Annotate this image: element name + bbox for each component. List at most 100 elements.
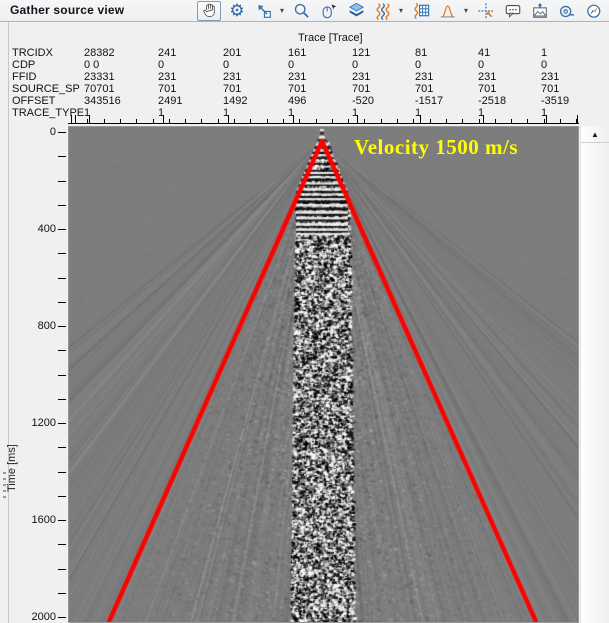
header-cell: -1517	[415, 95, 444, 107]
left-panel-strip	[0, 22, 9, 623]
header-cell: 231	[158, 71, 177, 83]
trace-minor-tick	[120, 119, 121, 123]
trace-table-icon	[412, 1, 431, 20]
header-cell: 231	[541, 71, 560, 83]
time-tick	[58, 520, 66, 521]
zoom-button[interactable]	[291, 1, 313, 21]
trace-table-button[interactable]	[410, 1, 432, 21]
trace-axis-line	[68, 123, 579, 124]
scroll-up-arrow-icon: ▲	[591, 129, 599, 139]
header-cell: 201	[223, 47, 242, 59]
seismic-viewport[interactable]	[69, 127, 578, 622]
vertical-scrollbar[interactable]: ▲	[580, 126, 609, 623]
trace-minor-tick	[576, 119, 577, 123]
time-tick	[58, 229, 66, 230]
time-tick	[58, 472, 66, 473]
time-axis-label: Time [ms]	[6, 444, 18, 492]
header-cell: 0	[352, 59, 359, 71]
spectrum-dropdown[interactable]: ▾	[463, 6, 468, 15]
fit-view-icon	[255, 2, 273, 20]
wiggle-display-dropdown[interactable]: ▾	[398, 6, 403, 15]
time-tick	[58, 399, 66, 400]
trace-minor-tick	[348, 119, 349, 123]
header-cell: 701	[288, 83, 307, 95]
header-cell: 1	[541, 107, 548, 119]
header-cell: 701	[158, 83, 177, 95]
header-cell: 1492	[223, 95, 248, 107]
header-cell: 231	[352, 71, 371, 83]
header-cell: 0	[478, 59, 485, 71]
settings-button[interactable]: ⚙	[226, 1, 248, 21]
pick-crosshair-icon	[477, 2, 495, 20]
trace-minor-tick	[283, 119, 284, 123]
trace-axis-title: Trace [Trace]	[298, 32, 363, 44]
header-cell: -520	[352, 95, 375, 107]
trace-minor-tick	[136, 119, 137, 123]
header-cell: 1	[415, 107, 422, 119]
comment-button[interactable]	[502, 1, 524, 21]
zoom-icon	[293, 2, 311, 20]
time-tick	[58, 544, 66, 545]
header-cell: -3519	[541, 95, 570, 107]
header-cell: 0	[158, 59, 165, 71]
export-image-icon	[531, 2, 549, 20]
layers-button[interactable]	[345, 1, 367, 21]
trace-minor-tick	[316, 119, 317, 123]
hand-pan-button[interactable]	[197, 0, 221, 21]
wiggle-display-button[interactable]	[372, 1, 394, 21]
header-cell: 231	[288, 71, 307, 83]
time-tick	[58, 302, 66, 303]
trace-minor-tick	[527, 119, 528, 123]
export-image-button[interactable]	[529, 1, 551, 21]
trace-minor-tick	[381, 119, 382, 123]
header-cell: 23331	[84, 71, 115, 83]
scroll-up-button[interactable]: ▲	[581, 126, 609, 143]
time-tick	[58, 447, 66, 448]
mouse-pointer-button[interactable]	[318, 1, 340, 21]
header-cell: 0	[223, 59, 230, 71]
header-row-label: TRCIDX	[12, 47, 53, 59]
header-cell: 701	[352, 83, 371, 95]
header-row-label: TRACE_TYPE	[12, 107, 85, 119]
header-cell: 1	[84, 107, 91, 119]
header-cell: 0	[541, 59, 548, 71]
header-cell: 496	[288, 95, 307, 107]
header-cell: 231	[478, 71, 497, 83]
trace-minor-tick	[104, 119, 105, 123]
header-cell: 231	[415, 71, 434, 83]
fit-view-button[interactable]	[253, 1, 275, 21]
settings-gear-icon: ⚙	[229, 1, 245, 20]
header-row: OFFSET 343516 2491 1492 496 -520 -1517 -2518 -35…	[12, 95, 602, 107]
header-row: TRACE_TYPE 1 1 1 1 1 1 1 1	[12, 107, 602, 119]
trace-minor-tick	[169, 119, 170, 123]
trace-minor-tick	[560, 119, 561, 123]
header-cell: -2518	[478, 95, 507, 107]
header-cell: 1	[223, 107, 230, 119]
spectrum-button[interactable]	[437, 1, 459, 21]
header-cell: 343516	[84, 95, 121, 107]
trace-minor-tick	[71, 119, 72, 123]
compass-icon	[585, 2, 603, 20]
time-tick	[58, 496, 66, 497]
trace-minor-tick	[332, 119, 333, 123]
time-tick-label: 2000	[31, 611, 56, 623]
time-tick	[58, 181, 66, 182]
header-cell: 241	[158, 47, 177, 59]
header-row-label: OFFSET	[12, 95, 56, 107]
trace-minor-tick	[479, 119, 480, 123]
header-cell: 701	[541, 83, 560, 95]
header-cell: 231	[223, 71, 242, 83]
time-tick	[58, 569, 66, 570]
header-cell: 0	[415, 59, 422, 71]
window-title: Gather source view	[10, 3, 125, 17]
fit-view-dropdown[interactable]: ▾	[279, 6, 284, 15]
trace-minor-tick	[511, 119, 512, 123]
trace-minor-tick	[446, 119, 447, 123]
time-tick	[58, 253, 66, 254]
compass-button[interactable]	[583, 1, 605, 21]
time-tick-label: 0	[49, 126, 56, 138]
header-cell: 2491	[158, 95, 183, 107]
splitter-handle[interactable]	[3, 472, 6, 498]
pick-crosshair-button[interactable]	[475, 1, 497, 21]
measure-button[interactable]	[556, 1, 578, 21]
